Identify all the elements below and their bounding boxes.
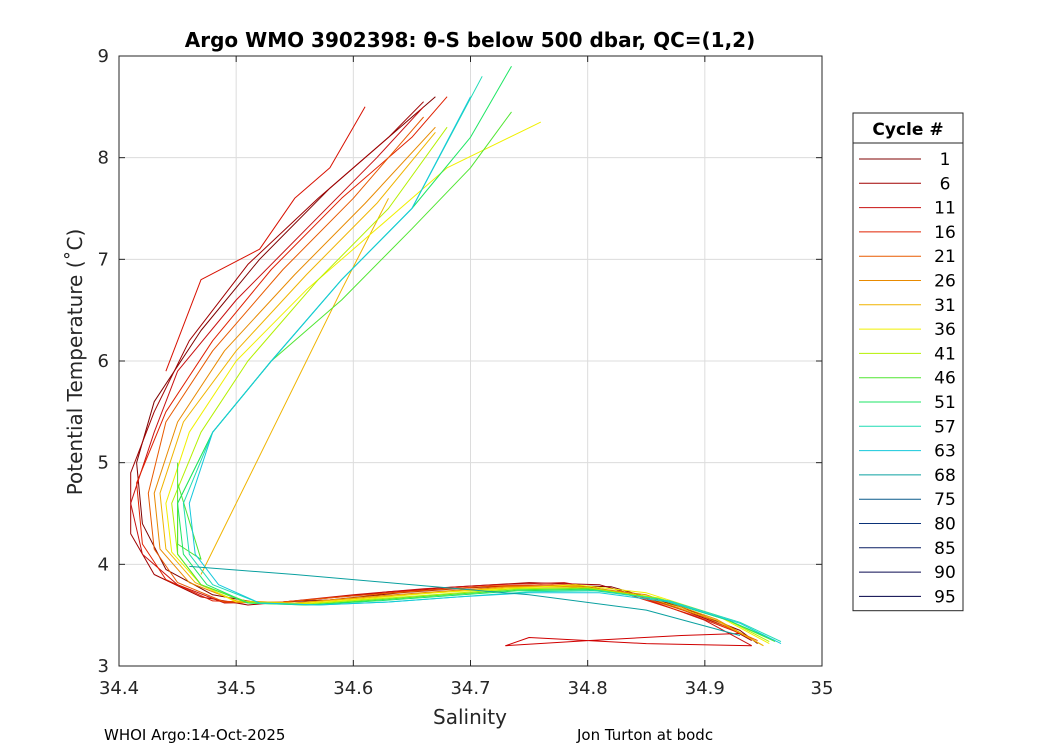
series-line-11 [171, 126, 770, 643]
series-line-3 [505, 633, 752, 647]
legend-entry-label: 75 [934, 490, 956, 510]
legend-entry-label: 63 [934, 442, 956, 462]
legend-entry-label: 57 [934, 417, 956, 437]
series-line-16 [188, 96, 782, 645]
data-series [130, 65, 782, 647]
x-tick-label: 35 [811, 678, 834, 699]
series-line-0 [136, 96, 758, 644]
series-line-17 [189, 565, 741, 636]
legend-entry-label: 46 [934, 369, 956, 389]
y-tick-label: 4 [98, 554, 109, 575]
series-line-1 [130, 101, 752, 642]
legend-entry-label: 1 [940, 150, 951, 170]
y-tick-label: 7 [98, 249, 109, 270]
legend-entry-label: 80 [934, 515, 956, 535]
legend-entry-label: 26 [934, 272, 956, 292]
legend-entry-label: 31 [934, 296, 956, 316]
y-tick-label: 8 [98, 148, 109, 169]
legend-entry-label: 95 [934, 587, 956, 607]
y-axis-label: Potential Temperature (˚C) [63, 229, 87, 496]
chart-title: Argo WMO 3902398: θ-S below 500 dbar, QC… [185, 28, 755, 52]
y-tick-label: 3 [98, 656, 109, 677]
y-tick-label: 5 [98, 453, 109, 474]
x-tick-label: 34.6 [333, 678, 373, 699]
axis-ticks: 34.4 34.5 34.6 34.7 34.8 34.9 35 3 4 5 6 7 8 9 [98, 46, 834, 699]
x-tick-label: 34.8 [568, 678, 608, 699]
legend: Cycle #161116212631364146515763687580859… [852, 112, 964, 612]
footer-left-credit: WHOI Argo:14-Oct-2025 [104, 726, 286, 744]
legend-entry-label: 41 [934, 344, 956, 364]
y-tick-label: 6 [98, 351, 109, 372]
footer-right-credit: Jon Turton at bodc [577, 726, 714, 744]
y-tick-label: 9 [98, 46, 109, 67]
series-line-8 [200, 198, 389, 575]
x-tick-label: 34.9 [685, 678, 725, 699]
x-axis-label: Salinity [433, 705, 507, 729]
x-tick-label: 34.7 [450, 678, 490, 699]
legend-box [852, 112, 964, 612]
series-line-4 [165, 106, 366, 372]
legend-title: Cycle # [872, 120, 943, 140]
legend-entry-label: 6 [940, 174, 951, 194]
legend-entry-label: 90 [934, 563, 956, 583]
legend-entry-label: 85 [934, 539, 956, 559]
legend-entry-label: 36 [934, 320, 956, 340]
legend-entry-label: 16 [934, 223, 956, 243]
legend-entry-label: 51 [934, 393, 956, 413]
x-tick-label: 34.5 [216, 678, 256, 699]
legend-entry-label: 11 [934, 199, 956, 219]
x-tick-label: 34.4 [99, 678, 139, 699]
legend-entry-label: 68 [934, 466, 956, 486]
legend-entry-label: 21 [934, 247, 956, 267]
